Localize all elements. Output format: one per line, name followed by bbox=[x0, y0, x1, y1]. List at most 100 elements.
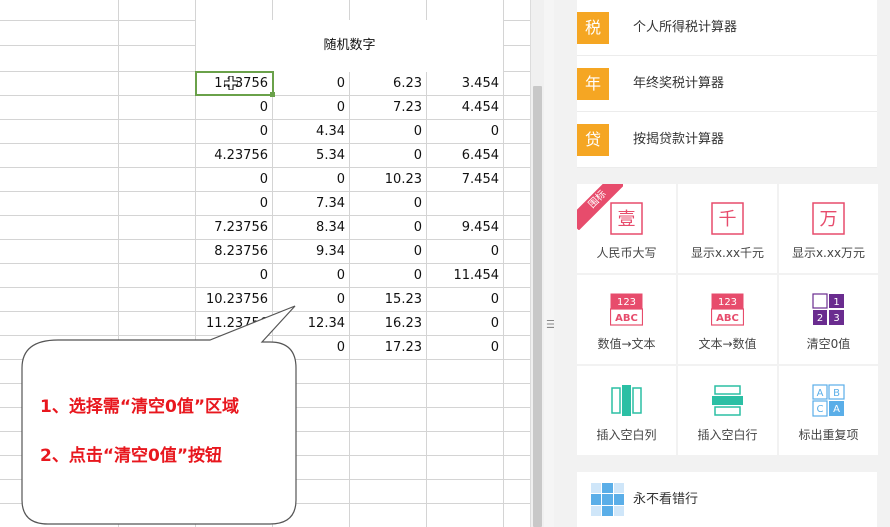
table-cell[interactable]: 10.23 bbox=[350, 168, 426, 191]
svg-text:2: 2 bbox=[817, 313, 823, 324]
tile-label: 数值→文本 bbox=[597, 337, 656, 351]
svg-text:壹: 壹 bbox=[618, 209, 636, 230]
svg-text:ABC: ABC bbox=[716, 313, 739, 324]
vertical-scrollbar[interactable] bbox=[530, 0, 544, 527]
tile-mark-duplicates[interactable]: A B C A 标出重复项 bbox=[779, 366, 878, 455]
ten-thousand-icon: 万 bbox=[812, 202, 845, 235]
table-cell[interactable]: 0 bbox=[427, 120, 503, 143]
table-cell[interactable]: 10.23756 bbox=[196, 288, 272, 311]
table-cell[interactable]: 3.454 bbox=[427, 72, 503, 95]
tile-number-to-text[interactable]: 123 ABC 数值→文本 bbox=[577, 275, 676, 364]
tile-clear-zero[interactable]: 1 2 3 清空0值 bbox=[779, 275, 878, 364]
table-cell[interactable]: 7.23756 bbox=[196, 216, 272, 239]
row-highlight-button[interactable]: 永不看错行 bbox=[577, 472, 877, 527]
table-cell[interactable]: 16.23 bbox=[350, 312, 426, 335]
table-cell[interactable]: 0 bbox=[273, 288, 349, 311]
table-cell[interactable]: 7.23 bbox=[350, 96, 426, 119]
tile-ten-thousand[interactable]: 万 显示x.xx万元 bbox=[779, 184, 878, 273]
table-cell[interactable]: 0 bbox=[350, 264, 426, 287]
column-gridline bbox=[118, 0, 119, 527]
svg-text:123: 123 bbox=[617, 297, 636, 308]
tools-panel: 税 个人所得税计算器 年 年终奖税计算器 贷 按揭贷款计算器 围标 壹 人民币大… bbox=[554, 0, 890, 527]
year-badge-icon: 年 bbox=[577, 68, 609, 100]
table-cell[interactable]: 0 bbox=[196, 192, 272, 215]
fill-handle[interactable] bbox=[270, 92, 275, 97]
pane-splitter[interactable]: ☰ bbox=[544, 0, 556, 527]
table-cell[interactable]: 17.23 bbox=[350, 336, 426, 359]
column-gridline bbox=[503, 0, 504, 527]
row-gridline bbox=[0, 311, 530, 312]
tile-label: 标出重复项 bbox=[798, 428, 859, 442]
tile-text-to-number[interactable]: 123 ABC 文本→数值 bbox=[678, 275, 777, 364]
splitter-grip-icon[interactable]: ☰ bbox=[546, 318, 556, 331]
table-cell[interactable]: 0 bbox=[196, 96, 272, 119]
table-cell[interactable]: 6.23 bbox=[350, 72, 426, 95]
table-cell[interactable]: 4.23756 bbox=[196, 144, 272, 167]
table-cell[interactable]: 0 bbox=[350, 192, 426, 215]
svg-text:123: 123 bbox=[718, 297, 737, 308]
table-cell[interactable]: 4.34 bbox=[273, 120, 349, 143]
callout-step-1: 1、选择需“清空0值”区域 bbox=[40, 397, 240, 417]
svg-text:A: A bbox=[833, 404, 840, 415]
table-cell[interactable]: 9.34 bbox=[273, 240, 349, 263]
table-cell[interactable]: 7.454 bbox=[427, 168, 503, 191]
column-gridline bbox=[426, 0, 427, 527]
table-cell[interactable]: 7.34 bbox=[273, 192, 349, 215]
column-gridline bbox=[349, 0, 350, 527]
table-cell[interactable]: 0 bbox=[427, 240, 503, 263]
tile-insert-row[interactable]: 插入空白行 bbox=[678, 366, 777, 455]
table-cell[interactable]: 11.454 bbox=[427, 264, 503, 287]
spreadsheet-grid[interactable]: 随机数字 1.23756 0 6.23 3.454 0 0 7.23 4.454 0 4.34 0 0… bbox=[0, 0, 530, 527]
table-cell[interactable]: 8.23756 bbox=[196, 240, 272, 263]
calc-year-end-bonus-button[interactable]: 年 年终奖税计算器 bbox=[577, 56, 877, 112]
tile-label: 显示x.xx万元 bbox=[791, 246, 866, 260]
insert-column-icon bbox=[611, 385, 642, 416]
svg-text:ABC: ABC bbox=[615, 313, 638, 324]
tile-label: 清空0值 bbox=[806, 337, 851, 351]
number-to-text-icon: 123 ABC bbox=[610, 293, 643, 326]
table-cell[interactable]: 0 bbox=[273, 72, 349, 95]
tile-label: 显示x.xx千元 bbox=[690, 246, 765, 260]
table-cell[interactable]: 0 bbox=[196, 264, 272, 287]
table-cell[interactable]: 0 bbox=[196, 168, 272, 191]
scrollbar-thumb[interactable] bbox=[533, 86, 542, 527]
tile-label: 人民币大写 bbox=[596, 246, 657, 260]
table-cell[interactable]: 4.454 bbox=[427, 96, 503, 119]
row-highlight-label: 永不看错行 bbox=[633, 492, 699, 507]
table-cell[interactable]: 5.34 bbox=[273, 144, 349, 167]
calc-label: 年终奖税计算器 bbox=[633, 76, 725, 91]
crosshair-grid-icon bbox=[591, 483, 624, 516]
table-cell[interactable]: 0 bbox=[273, 96, 349, 119]
tile-rmb-uppercase[interactable]: 围标 壹 人民币大写 bbox=[577, 184, 676, 273]
table-cell[interactable]: 15.23 bbox=[350, 288, 426, 311]
table-cell[interactable]: 0 bbox=[350, 120, 426, 143]
svg-text:千: 千 bbox=[719, 209, 737, 230]
table-cell[interactable]: 0 bbox=[427, 312, 503, 335]
row-gridline bbox=[0, 167, 530, 168]
table-cell[interactable]: 0 bbox=[196, 120, 272, 143]
tile-thousand[interactable]: 千 显示x.xx千元 bbox=[678, 184, 777, 273]
calc-mortgage-button[interactable]: 贷 按揭贷款计算器 bbox=[577, 112, 877, 168]
callout-step-2: 2、点击“清空0值”按钮 bbox=[40, 446, 223, 466]
table-cell[interactable]: 12.34 bbox=[273, 312, 349, 335]
tile-label: 插入空白列 bbox=[596, 428, 657, 442]
table-cell[interactable]: 0 bbox=[273, 168, 349, 191]
loan-badge-icon: 贷 bbox=[577, 124, 609, 156]
table-cell[interactable]: 9.454 bbox=[427, 216, 503, 239]
table-cell[interactable]: 0 bbox=[350, 144, 426, 167]
tile-insert-column[interactable]: 插入空白列 bbox=[577, 366, 676, 455]
table-cell[interactable]: 8.34 bbox=[273, 216, 349, 239]
tile-label: 插入空白行 bbox=[697, 428, 758, 442]
row-gridline bbox=[0, 119, 530, 120]
table-cell[interactable]: 6.454 bbox=[427, 144, 503, 167]
calc-income-tax-button[interactable]: 税 个人所得税计算器 bbox=[577, 0, 877, 56]
table-cell[interactable]: 0 bbox=[350, 240, 426, 263]
table-cell[interactable]: 0 bbox=[350, 216, 426, 239]
mark-duplicates-icon: A B C A bbox=[812, 384, 845, 417]
column-gridline bbox=[195, 0, 196, 527]
column-header-cell[interactable]: 随机数字 bbox=[196, 20, 503, 72]
table-cell[interactable]: 0 bbox=[427, 288, 503, 311]
table-cell[interactable] bbox=[427, 192, 503, 215]
table-cell[interactable]: 0 bbox=[273, 264, 349, 287]
table-cell[interactable]: 0 bbox=[427, 336, 503, 359]
